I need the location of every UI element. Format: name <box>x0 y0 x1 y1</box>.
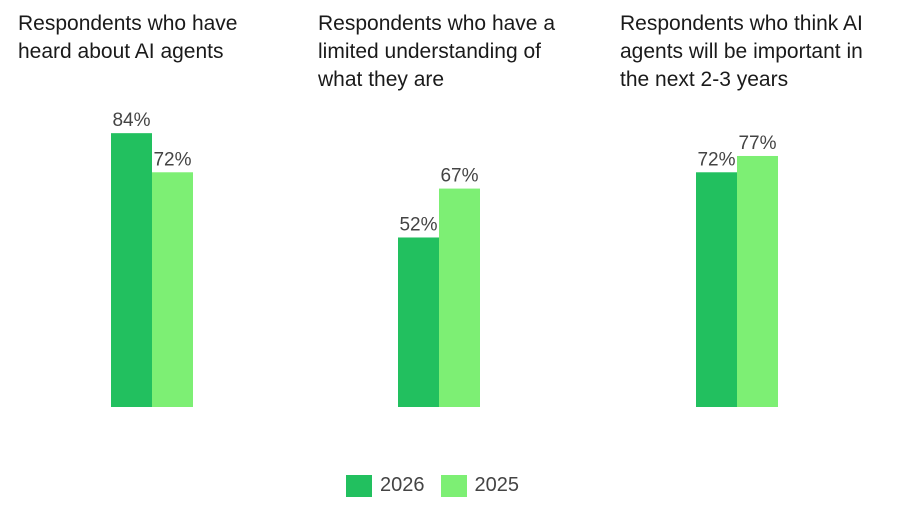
bar-2026-cat1 <box>111 133 152 407</box>
panel-title-3: Respondents who think AI agents will be … <box>620 12 863 91</box>
bar-2026-cat2 <box>398 237 439 407</box>
value-label-2025-cat1: 72% <box>153 149 191 170</box>
legend-item-2026: 2026 <box>346 474 425 497</box>
legend-swatch-2025 <box>440 474 467 497</box>
panel-title-1: Respondents who have heard about AI agen… <box>18 12 238 63</box>
legend-label-2026: 2026 <box>380 474 425 496</box>
legend: 2026 2025 <box>346 474 525 497</box>
bar-2026-cat3 <box>696 172 737 407</box>
value-label-2025-cat3: 77% <box>738 133 776 154</box>
value-label-2026-cat3: 72% <box>697 149 735 170</box>
legend-label-2025: 2025 <box>474 474 520 496</box>
bar-2025-cat1 <box>152 172 193 407</box>
value-label-2026-cat2: 52% <box>399 214 437 235</box>
legend-swatch-2026 <box>346 474 372 497</box>
panel-title-2: Respondents who have a limited understan… <box>318 12 555 91</box>
legend-item-2025: 2025 <box>440 474 520 497</box>
value-label-2025-cat2: 67% <box>440 166 478 187</box>
value-label-2026-cat1: 84% <box>112 110 150 131</box>
bar-2025-cat2 <box>439 188 480 407</box>
bar-chart: 84%72%52%67%72%77% <box>111 110 778 407</box>
bar-2025-cat3 <box>737 155 778 407</box>
